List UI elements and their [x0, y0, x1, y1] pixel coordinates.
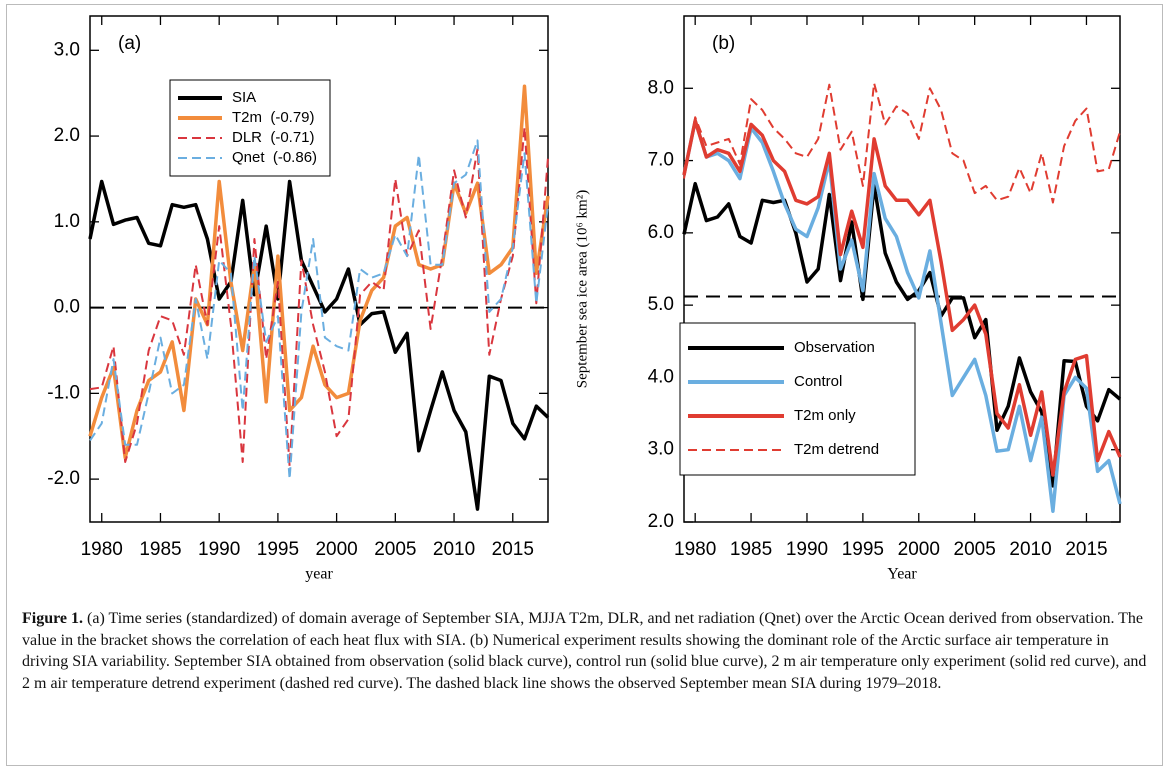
plot-frame	[683, 15, 1121, 523]
x-tick-label: 2005	[954, 539, 996, 560]
y-tick-label: -2.0	[47, 468, 80, 489]
legend-label: SIA	[232, 89, 256, 106]
x-axis-label: year	[305, 566, 333, 583]
y-tick-label: 4.0	[648, 366, 674, 387]
y-tick-label: 8.0	[648, 77, 674, 98]
x-tick-label: 2015	[1065, 539, 1107, 560]
x-tick-label: 1995	[842, 539, 884, 560]
y-tick-label: 5.0	[648, 294, 674, 315]
y-tick-label: 7.0	[648, 150, 674, 171]
x-tick-label: 2000	[315, 539, 357, 560]
legend-label: Observation	[794, 339, 875, 356]
legend-box	[169, 79, 331, 177]
plot-frame	[89, 15, 549, 523]
panel-label: (a)	[118, 33, 141, 54]
y-tick-label: 6.0	[648, 222, 674, 243]
y-tick-label: 2.0	[54, 125, 80, 146]
x-tick-label: 2010	[1009, 539, 1051, 560]
x-tick-label: 2000	[898, 539, 940, 560]
figure-frame	[6, 4, 1163, 766]
x-tick-label: 1985	[139, 539, 181, 560]
legend-label: DLR (-0.71)	[232, 129, 315, 146]
caption: Figure 1. (a) Time series (standardized)…	[22, 608, 1147, 694]
series-line	[682, 181, 1122, 488]
legend-label: T2m only	[794, 407, 856, 424]
x-tick-label: 2005	[374, 539, 416, 560]
legend-label: T2m (-0.79)	[232, 109, 315, 126]
y-tick-label: 3.0	[54, 39, 80, 60]
x-tick-label: 1980	[81, 539, 123, 560]
series-line	[89, 139, 549, 481]
x-tick-label: 1990	[198, 539, 240, 560]
x-tick-label: 2015	[492, 539, 534, 560]
caption-text: (a) Time series (standardized) of domain…	[22, 610, 1147, 692]
x-tick-label: 1990	[786, 539, 828, 560]
x-tick-label: 1980	[674, 539, 716, 560]
series-line	[682, 119, 1122, 477]
y-tick-label: 0.0	[54, 297, 80, 318]
series-line	[682, 119, 1122, 513]
caption-label: Figure 1.	[22, 610, 84, 627]
x-tick-label: 1985	[730, 539, 772, 560]
y-tick-label: -1.0	[47, 382, 80, 403]
legend-label: Qnet (-0.86)	[232, 149, 317, 166]
series-line	[89, 126, 549, 468]
x-tick-label: 1995	[257, 539, 299, 560]
y-tick-label: 1.0	[54, 211, 80, 232]
x-tick-label: 2010	[433, 539, 475, 560]
y-axis-label: September sea ice area (10⁶ km²)	[574, 190, 590, 388]
x-axis-label: Year	[887, 566, 917, 583]
series-line	[88, 179, 550, 511]
series-line	[683, 82, 1121, 204]
series-line	[88, 84, 550, 460]
y-tick-label: 3.0	[648, 439, 674, 460]
legend-label: T2m detrend	[794, 441, 879, 458]
figure: 1980 1985 1990 1995 2000 2005 2010 2015 -2.0 -1.0…	[47, 15, 1122, 583]
panel-label: (b)	[712, 33, 735, 54]
legend-label: Control	[794, 373, 842, 390]
y-tick-label: 2.0	[648, 511, 674, 532]
